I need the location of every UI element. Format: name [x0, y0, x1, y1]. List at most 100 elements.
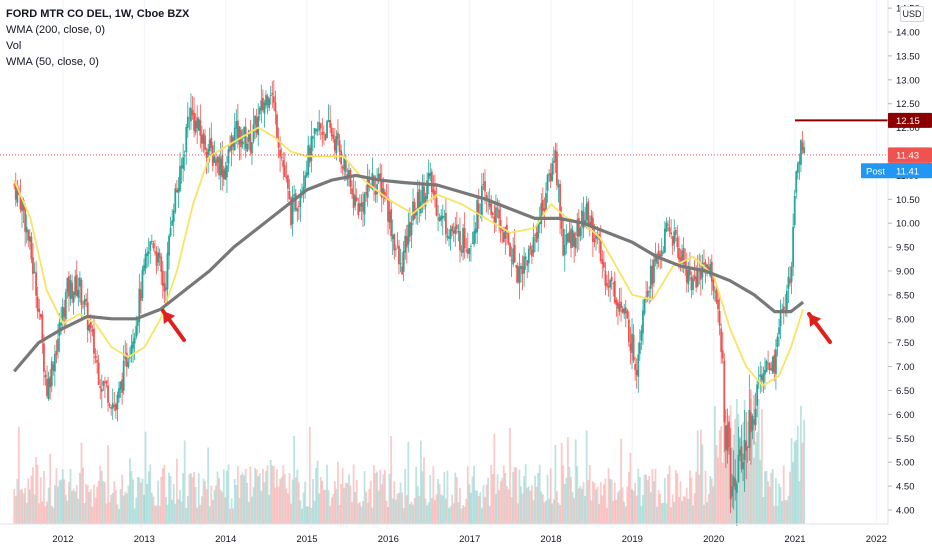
candle-body — [24, 207, 27, 232]
volume-bar — [99, 465, 102, 524]
volume-bar — [308, 426, 311, 524]
volume-bar — [756, 432, 759, 524]
volume-bar — [643, 474, 646, 524]
candle-body — [559, 183, 561, 220]
volume-bar — [574, 439, 577, 524]
candle-body — [463, 228, 466, 249]
candle-body — [668, 227, 671, 232]
arrow-2013-crossover — [161, 309, 186, 342]
candle-body — [280, 157, 283, 159]
volume-bar — [61, 469, 64, 524]
volume-bar — [335, 488, 338, 524]
candle-body — [322, 131, 325, 134]
candle-body — [632, 334, 635, 361]
candle-body — [376, 184, 378, 195]
volume-bar — [107, 445, 109, 524]
candle-body — [726, 424, 729, 451]
volume-bar — [351, 502, 353, 524]
volume-bar — [488, 506, 491, 524]
volume-bar — [695, 471, 698, 524]
candle-body — [493, 216, 496, 224]
volume-bar — [601, 495, 604, 524]
candle-body — [771, 356, 774, 374]
candle-body — [768, 363, 771, 370]
candle-body — [627, 319, 630, 343]
volume-bar — [631, 489, 633, 524]
volume-bar — [341, 468, 344, 524]
candle-body — [318, 122, 321, 131]
time-axis[interactable]: 2012 2013 2014 2015 2016 2017 2018 2019 2020 2021… — [0, 523, 888, 545]
volume-bar — [512, 471, 515, 524]
volume-bar — [337, 461, 339, 524]
volume-bar — [139, 482, 142, 524]
candle-body — [679, 256, 682, 264]
volume-bar — [501, 478, 504, 524]
candle-body — [699, 271, 702, 280]
price-tick-label: 6.50 — [896, 386, 915, 397]
candle-body — [183, 155, 186, 156]
candle-body — [50, 361, 53, 387]
volume-bar — [459, 487, 461, 524]
price-axis[interactable]: 15.0014.5014.0013.5013.0012.5012.0011.50… — [887, 0, 920, 524]
volume-bar — [787, 495, 790, 524]
volume-bar — [279, 479, 281, 524]
volume-bar — [83, 503, 86, 524]
volume-bar — [255, 469, 258, 524]
candle-body — [319, 123, 322, 129]
indicator-volume[interactable]: Vol — [6, 40, 22, 52]
volume-bar — [161, 468, 164, 524]
candle-body — [762, 373, 765, 383]
candle-body — [125, 352, 128, 367]
volume-bar — [227, 464, 230, 524]
candle-body — [796, 163, 799, 173]
candle-body — [28, 236, 31, 242]
candle-body — [505, 224, 508, 231]
candle-body — [266, 96, 269, 106]
indicator-wma-200[interactable]: WMA (200, close, 0) — [6, 24, 106, 36]
volume-bar — [448, 508, 450, 524]
candle-body — [648, 291, 651, 293]
volume-bar — [32, 467, 34, 524]
candle-body — [358, 203, 361, 212]
indicator-wma-50[interactable]: WMA (50, close, 0) — [6, 56, 99, 68]
candle-body — [299, 194, 302, 207]
volume-bar — [154, 505, 156, 524]
candle-body — [720, 328, 723, 352]
volume-bar — [393, 481, 396, 524]
candle-body — [80, 279, 83, 306]
volume-bar — [651, 469, 654, 524]
candle-body — [25, 227, 28, 233]
volume-bar — [573, 498, 576, 524]
volume-bar — [276, 469, 278, 524]
volume-bar — [584, 496, 586, 524]
volume-bar — [271, 465, 274, 524]
price-tick-label: 6.00 — [896, 410, 915, 421]
candle-body — [69, 280, 72, 299]
candle-body — [252, 124, 255, 142]
volume-bar — [35, 456, 37, 524]
volume-bar — [221, 491, 224, 524]
candle-body — [344, 158, 347, 173]
volume-bar — [216, 471, 219, 524]
candle-body — [434, 190, 436, 196]
candle-body — [577, 218, 580, 237]
volume-bar — [446, 470, 449, 524]
candle-body — [543, 208, 546, 211]
currency-label[interactable]: USD — [900, 6, 924, 22]
volume-bar — [590, 500, 593, 524]
candle-body — [532, 236, 535, 254]
candle-body — [354, 195, 357, 206]
volume-bar — [50, 505, 53, 524]
symbol-title[interactable]: FORD MTR CO DEL, 1W, Cboe BZX — [6, 8, 190, 20]
volume-bar — [424, 498, 427, 524]
candle-body — [377, 173, 380, 181]
volume-bar — [294, 477, 297, 524]
candle-body — [587, 201, 590, 225]
candle-body — [449, 229, 452, 239]
volume-bar — [147, 471, 150, 524]
candle-body — [382, 188, 385, 196]
candle-body — [640, 330, 643, 341]
volume-bar — [265, 471, 267, 524]
candle-body — [360, 202, 363, 207]
